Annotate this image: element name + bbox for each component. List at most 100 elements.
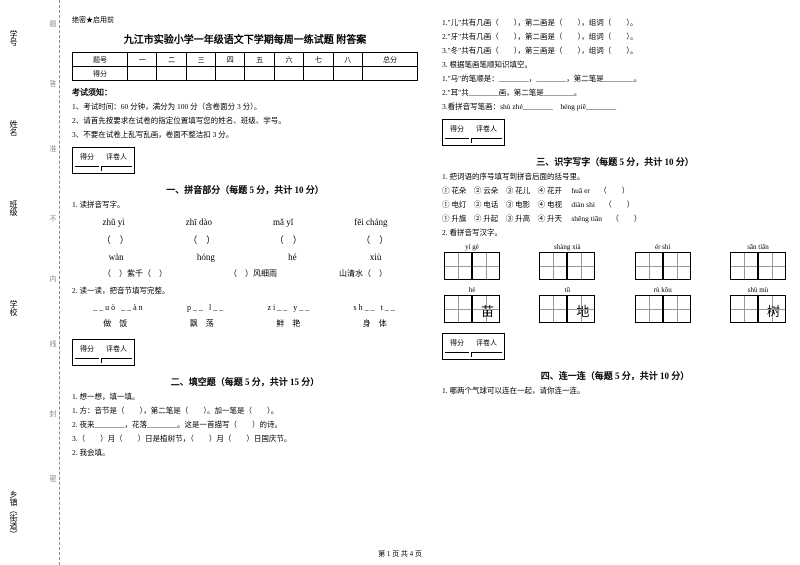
- notice-1: 1、考试时间：60 分钟，满分为 100 分（含卷面分 3 分）。: [72, 101, 418, 113]
- g2-p: （ ）: [611, 214, 641, 223]
- g1-items: ① 电灯 ② 电话 ③ 电影 ④ 电视: [442, 200, 562, 209]
- sb4-c2: 评卷人: [471, 336, 502, 350]
- tzg-r1-0-py: yí gè: [444, 243, 500, 251]
- q2ch-1: 飘 荡: [190, 318, 214, 329]
- side-feng: 封: [48, 410, 58, 417]
- c2-q3-l3: 3.看拼音写笔画：shù zhé________ héng piě_______…: [442, 101, 788, 113]
- py-r2-2: hé: [288, 252, 297, 262]
- py-r2-0: wàn: [109, 252, 124, 262]
- right-column: 1."儿"共有几画（ ），第二画是（ ），组词（ ）。 2."牙"共有几画（ ）…: [430, 0, 800, 565]
- tzg-r2-3: shù mù 树: [730, 286, 786, 325]
- tzg-r2-2-py: rù kǒu: [635, 286, 691, 294]
- tzg-r2-2: rù kǒu: [635, 286, 691, 325]
- tzg-row2: hé 苗 tǔ 地 rù kǒu shù mù 树: [442, 286, 788, 325]
- tzg-row1: yí gè shàng xià ér shí sān tiān: [442, 243, 788, 282]
- notice-2: 2、请首先按要求在试卷的指定位置填写您的姓名、班级、学号。: [72, 115, 418, 127]
- sec2-title: 二、填空题（每题 5 分，共计 15 分）: [72, 375, 418, 388]
- g0-py: huā er: [571, 186, 590, 195]
- side-nei: 内: [48, 275, 58, 282]
- g1-p: （ ）: [604, 200, 634, 209]
- sec2-q1-l1: 1. 方：音节是（ ），第二笔是（ ）。加一笔是（ ）。: [72, 405, 418, 417]
- sb1-c2: 评卷人: [101, 150, 132, 164]
- tzg-r2-1: tǔ 地: [539, 286, 595, 325]
- py-r1-2: mǎ yǐ: [273, 217, 293, 227]
- exam-title: 九江市实验小学一年级语文下学期每周一练试题 附答案: [72, 31, 418, 46]
- sec1-r2: wàn hóng hé xiù: [72, 252, 418, 262]
- side-zhun: 准: [48, 145, 58, 152]
- sec2-q1-l2: 2. 夜来________，花落________。这是一首描写（ ）的诗。: [72, 419, 418, 431]
- sec1-r1: zhǔ yì zhī dào mǎ yǐ fēi cháng: [72, 217, 418, 227]
- tzg-r2-0: hé 苗: [444, 286, 500, 325]
- score-h8: 八: [333, 53, 362, 67]
- c2-l2: 2."牙"共有几画（ ），第二画是（ ），组词（ ）。: [442, 31, 788, 43]
- sec4-q1: 1. 哪两个气球可以连在一起，请你连一连。: [442, 385, 788, 397]
- sec2-q1: 1. 想一想，填一填。: [72, 391, 418, 403]
- page-footer: 第 1 页 共 4 页: [0, 549, 800, 559]
- side-bu: 不: [48, 215, 58, 222]
- sec2-q1-l3: 3.（ ）月（ ）日是植树节，（ ）月（ ）日国庆节。: [72, 433, 418, 445]
- side-xian: 线: [48, 340, 58, 347]
- score-box-4: 得分评卷人: [442, 333, 505, 360]
- tzg-r1-1-py: shàng xià: [539, 243, 595, 251]
- q2py-0: __uò __àn: [93, 303, 145, 312]
- g2-items: ① 升旗 ② 升起 ③ 升高 ④ 升天: [442, 214, 562, 223]
- sec1-q2: 2. 读一读，把音节填写完整。: [72, 285, 418, 297]
- tzg-r1-3-py: sān tiān: [730, 243, 786, 251]
- c2-q3-l2: 2."耳"共________画，第二笔是________。: [442, 87, 788, 99]
- q2ch-2: 鲜 艳: [276, 318, 300, 329]
- tzg-r2-0-py: hé: [444, 286, 500, 294]
- sb2-c2: 评卷人: [101, 342, 132, 356]
- sec3-q2: 2. 看拼音写汉字。: [442, 227, 788, 239]
- r2-1-ch: 地: [576, 301, 589, 320]
- py-r1a-2: （ ）: [275, 233, 302, 246]
- sec1-r2a: （ ）紫千（ ） （ ）风细雨 山清水（ ）: [72, 268, 418, 279]
- bind-label-xingming: 姓名: [8, 120, 19, 136]
- score-table: 题号 一 二 三 四 五 六 七 八 总分 得分: [72, 52, 418, 81]
- py-r1a-1: （ ）: [188, 233, 215, 246]
- py-r2-1: hóng: [197, 252, 215, 262]
- page-columns: 绝密★启用前 九江市实验小学一年级语文下学期每周一练试题 附答案 题号 一 二 …: [60, 0, 800, 565]
- score-h4: 四: [216, 53, 245, 67]
- r2-0-ch: 苗: [481, 301, 494, 320]
- notice-3: 3、不要在试卷上乱写乱画，卷面不整洁扣 3 分。: [72, 129, 418, 141]
- tzg-r1-1: shàng xià: [539, 243, 595, 282]
- g2-py: shēng tiān: [571, 214, 602, 223]
- q2py-1: p__ l__: [187, 303, 225, 312]
- g0-p: （ ）: [599, 186, 629, 195]
- bind-label-xuehao: 学号: [8, 30, 19, 46]
- score-box-1: 得分评卷人: [72, 147, 135, 174]
- score-box-2: 得分评卷人: [72, 339, 135, 366]
- score-r2: 得分: [73, 67, 128, 81]
- q2ch-3: 身 体: [363, 318, 387, 329]
- tzg-r1-0: yí gè: [444, 243, 500, 282]
- sec3-title: 三、识字写字（每题 5 分，共计 10 分）: [442, 155, 788, 168]
- tzg-r1-2: ér shí: [635, 243, 691, 282]
- sec1-q1: 1. 读拼音写字。: [72, 199, 418, 211]
- score-h6: 六: [274, 53, 303, 67]
- sec3-g0: ① 花朵 ② 云朵 ③ 花儿 ④ 花开 huā er （ ）: [442, 185, 788, 197]
- py-r2-3: xiù: [370, 252, 382, 262]
- tzg-r2-1-py: tǔ: [539, 286, 595, 294]
- g1-py: diàn shì: [571, 200, 595, 209]
- sec1-q2ch: 做 饭 飘 荡 鲜 艳 身 体: [72, 318, 418, 329]
- score-h2: 二: [157, 53, 186, 67]
- q2py-2: zi__ y__: [267, 303, 311, 312]
- sb4-c1: 得分: [445, 336, 469, 350]
- sb1-c1: 得分: [75, 150, 99, 164]
- c2-l1: 1."儿"共有几画（ ），第二画是（ ），组词（ ）。: [442, 17, 788, 29]
- c2-l3: 3."冬"共有几画（ ），第三画是（ ），组词（ ）。: [442, 45, 788, 57]
- py-r2a-0: （ ）紫千（ ）: [103, 268, 167, 279]
- py-r1a-0: （ ）: [102, 233, 129, 246]
- score-box-3: 得分评卷人: [442, 119, 505, 146]
- bind-label-xuexiao: 学校: [8, 300, 19, 316]
- sec1-title: 一、拼音部分（每题 5 分，共计 10 分）: [72, 183, 418, 196]
- py-r2a-1: （ ）风细雨: [229, 268, 277, 279]
- sec3-q1: 1. 把词语的序号填写到拼音后面的括号里。: [442, 171, 788, 183]
- sec2-q2: 2. 我会填。: [72, 447, 418, 459]
- secret-label: 绝密★启用前: [72, 15, 418, 25]
- side-da: 答: [48, 80, 58, 87]
- sec3-g2: ① 升旗 ② 升起 ③ 升高 ④ 升天 shēng tiān （ ）: [442, 213, 788, 225]
- score-h5: 五: [245, 53, 274, 67]
- score-h7: 七: [304, 53, 333, 67]
- score-h1: 一: [128, 53, 157, 67]
